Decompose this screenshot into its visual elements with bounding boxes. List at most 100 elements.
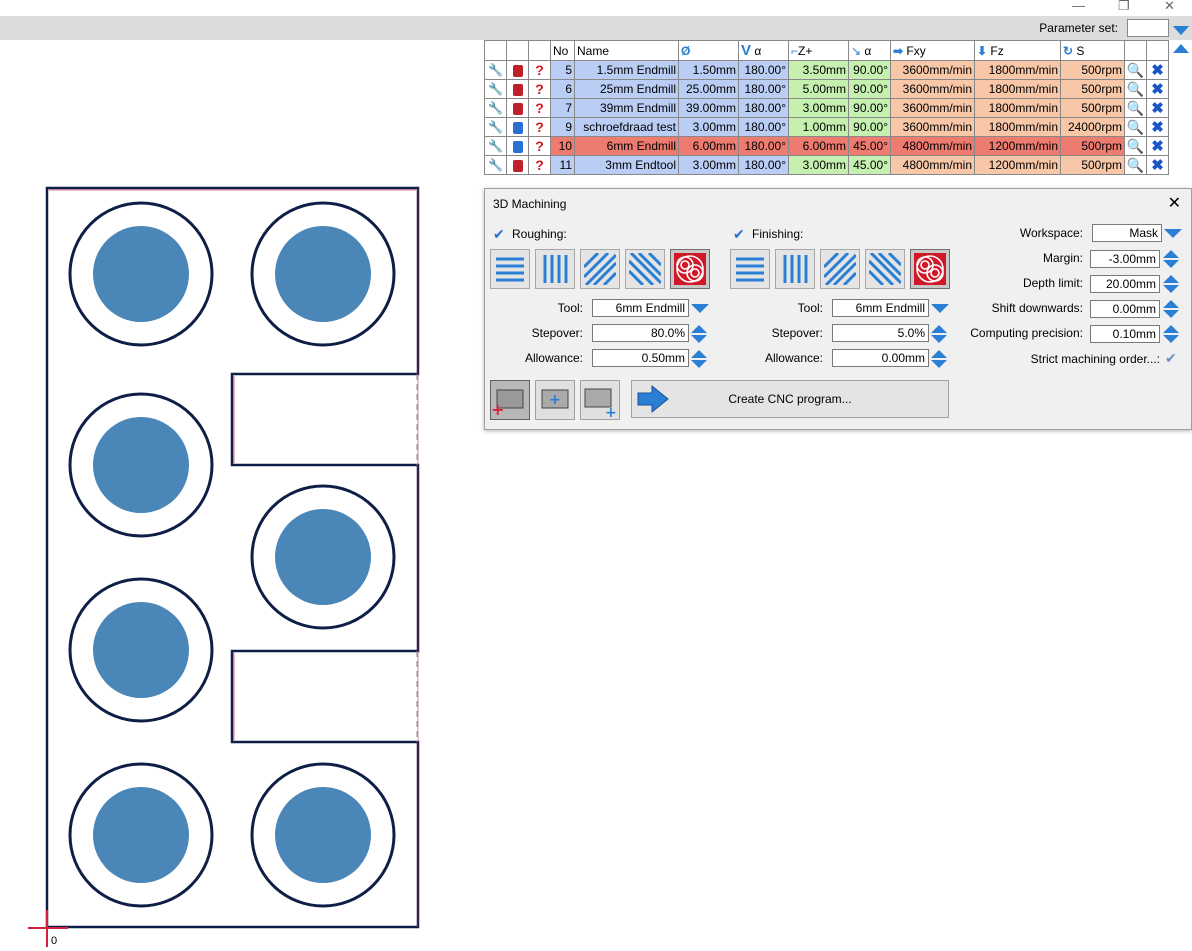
tool-s[interactable]: 500rpm — [1060, 79, 1125, 99]
dialog-close-button[interactable]: ✕ — [1167, 195, 1181, 212]
roughing-allowance-input[interactable]: 0.50mm — [592, 349, 689, 367]
roughing-allowance-spinner[interactable] — [690, 350, 708, 368]
tool-name[interactable]: 39mm Endmill — [574, 98, 679, 118]
finishing-pattern-vertical[interactable] — [775, 249, 815, 289]
header-no[interactable]: No — [550, 40, 575, 61]
lock-icon[interactable] — [512, 159, 523, 172]
workspace-mode-button-3[interactable]: + — [580, 380, 620, 420]
lock-cell[interactable] — [506, 98, 529, 118]
header-name[interactable]: Name — [574, 40, 679, 61]
question-icon[interactable]: ? — [535, 138, 544, 154]
header-a-angle[interactable]: ↘ α — [848, 40, 891, 61]
parameter-set-input[interactable] — [1127, 19, 1169, 37]
search-icon[interactable]: 🔍 — [1126, 61, 1145, 78]
search-icon[interactable]: 🔍 — [1126, 80, 1145, 97]
tool-fxy[interactable]: 3600mm/min — [890, 117, 975, 137]
lock-icon[interactable] — [512, 140, 523, 153]
table-row[interactable]: 🔧? 11 3mm Endtool 3.00mm 180.00° 3.00mm 45.00°… — [484, 155, 1169, 175]
tool-v-angle[interactable]: 180.00° — [738, 60, 789, 80]
delete-cell[interactable]: ✖ — [1146, 117, 1169, 137]
tool-z-plus[interactable]: 6.00mm — [788, 136, 849, 156]
tool-s[interactable]: 24000rpm — [1060, 117, 1125, 137]
tool-v-angle[interactable]: 180.00° — [738, 117, 789, 137]
tool-s[interactable]: 500rpm — [1060, 155, 1125, 175]
search-icon[interactable]: 🔍 — [1126, 118, 1145, 135]
tool-fz[interactable]: 1200mm/min — [974, 155, 1061, 175]
edit-tool-cell[interactable]: 🔧 — [484, 79, 507, 99]
close-window-button[interactable]: ✕ — [1164, 0, 1175, 13]
search-cell[interactable]: 🔍 — [1124, 136, 1147, 156]
header-fz[interactable]: ⬇ Fz — [974, 40, 1061, 61]
finishing-stepover-input[interactable]: 5.0% — [832, 324, 929, 342]
maximize-button[interactable]: ❐ — [1118, 0, 1130, 13]
tool-diameter[interactable]: 3.00mm — [678, 155, 739, 175]
tool-v-angle[interactable]: 180.00° — [738, 98, 789, 118]
roughing-pattern-vertical[interactable] — [535, 249, 575, 289]
tool-diameter[interactable]: 39.00mm — [678, 98, 739, 118]
roughing-check-icon[interactable]: ✔ — [493, 226, 505, 242]
search-icon[interactable]: 🔍 — [1126, 137, 1145, 154]
roughing-tool-select[interactable]: 6mm Endmill — [592, 299, 689, 317]
tool-diameter[interactable]: 6.00mm — [678, 136, 739, 156]
tool-fz[interactable]: 1800mm/min — [974, 60, 1061, 80]
lock-icon[interactable] — [512, 121, 523, 134]
help-cell[interactable]: ? — [528, 136, 551, 156]
lock-cell[interactable] — [506, 79, 529, 99]
lock-icon[interactable] — [512, 64, 523, 77]
tool-a-angle[interactable]: 90.00° — [848, 98, 891, 118]
margin-spinner[interactable] — [1162, 250, 1180, 268]
tool-fxy[interactable]: 3600mm/min — [890, 98, 975, 118]
search-icon[interactable]: 🔍 — [1126, 156, 1145, 173]
wrench-icon[interactable]: 🔧 — [488, 139, 503, 153]
lock-cell[interactable] — [506, 60, 529, 80]
tool-name[interactable]: 25mm Endmill — [574, 79, 679, 99]
delete-icon[interactable]: ✖ — [1151, 100, 1164, 117]
tool-diameter[interactable]: 1.50mm — [678, 60, 739, 80]
finishing-stepover-spinner[interactable] — [930, 325, 948, 343]
question-icon[interactable]: ? — [535, 157, 544, 173]
edit-tool-cell[interactable]: 🔧 — [484, 136, 507, 156]
tool-fxy[interactable]: 4800mm/min — [890, 155, 975, 175]
wrench-icon[interactable]: 🔧 — [488, 63, 503, 77]
delete-cell[interactable]: ✖ — [1146, 79, 1169, 99]
tool-z-plus[interactable]: 3.00mm — [788, 155, 849, 175]
tool-diameter[interactable]: 3.00mm — [678, 117, 739, 137]
delete-cell[interactable]: ✖ — [1146, 136, 1169, 156]
tool-diameter[interactable]: 25.00mm — [678, 79, 739, 99]
delete-cell[interactable]: ✖ — [1146, 98, 1169, 118]
question-icon[interactable]: ? — [535, 81, 544, 97]
workspace-mode-button-2[interactable]: + — [535, 380, 575, 420]
delete-icon[interactable]: ✖ — [1151, 157, 1164, 174]
finishing-check-icon[interactable]: ✔ — [733, 226, 745, 242]
delete-cell[interactable]: ✖ — [1146, 155, 1169, 175]
margin-input[interactable]: -3.00mm — [1090, 250, 1160, 268]
scroll-down-icon[interactable] — [1173, 26, 1189, 35]
lock-icon[interactable] — [512, 102, 523, 115]
help-cell[interactable]: ? — [528, 60, 551, 80]
question-icon[interactable]: ? — [535, 62, 544, 78]
roughing-pattern-diagonal-up[interactable] — [580, 249, 620, 289]
search-cell[interactable]: 🔍 — [1124, 79, 1147, 99]
tool-name[interactable]: 6mm Endmill — [574, 136, 679, 156]
delete-icon[interactable]: ✖ — [1151, 119, 1164, 136]
depth-limit-spinner[interactable] — [1162, 275, 1180, 293]
tool-z-plus[interactable]: 5.00mm — [788, 79, 849, 99]
table-row[interactable]: 🔧? 9 schroefdraad test 3.00mm 180.00° 1.00mm 9… — [484, 117, 1169, 137]
search-cell[interactable]: 🔍 — [1124, 117, 1147, 137]
lock-cell[interactable] — [506, 117, 529, 137]
tool-s[interactable]: 500rpm — [1060, 98, 1125, 118]
delete-cell[interactable]: ✖ — [1146, 60, 1169, 80]
scroll-up-icon[interactable] — [1173, 44, 1189, 53]
tool-v-angle[interactable]: 180.00° — [738, 155, 789, 175]
header-s[interactable]: ↻ S — [1060, 40, 1125, 61]
roughing-pattern-spiral[interactable] — [670, 249, 710, 289]
help-cell[interactable]: ? — [528, 117, 551, 137]
table-scrollbar[interactable] — [1170, 26, 1192, 190]
delete-icon[interactable]: ✖ — [1151, 62, 1164, 79]
table-row[interactable]: 🔧? 10 6mm Endmill 6.00mm 180.00° 6.00mm 45.00°… — [484, 136, 1169, 156]
tool-z-plus[interactable]: 1.00mm — [788, 117, 849, 137]
help-cell[interactable]: ? — [528, 79, 551, 99]
tool-z-plus[interactable]: 3.00mm — [788, 98, 849, 118]
tool-a-angle[interactable]: 90.00° — [848, 60, 891, 80]
finishing-pattern-diagonal-up[interactable] — [820, 249, 860, 289]
